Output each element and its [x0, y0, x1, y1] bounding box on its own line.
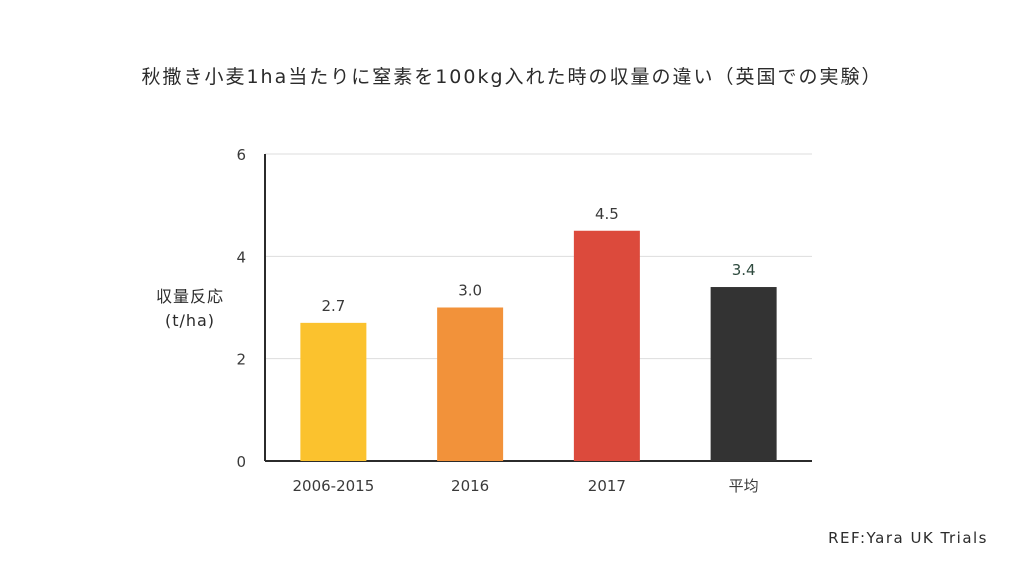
bar	[300, 322, 367, 461]
bar	[710, 287, 777, 461]
x-tick-label: 2017	[588, 477, 626, 495]
x-tick-label: 平均	[729, 477, 759, 495]
value-label: 4.5	[595, 205, 619, 223]
bar	[437, 307, 504, 461]
chart-title: 秋撒き小麦1ha当たりに窒素を100kg入れた時の収量の違い（英国での実験）	[141, 66, 883, 88]
y-axis-label: 収量反応 (t/ha)	[150, 285, 230, 333]
y-axis-label-line1: 収量反応	[155, 287, 224, 306]
y-tick-label: 6	[236, 146, 246, 164]
source-note: REF:Yara UK Trials	[828, 529, 988, 547]
x-tick-label: 2006-2015	[292, 477, 374, 495]
y-axis-label-line2: (t/ha)	[164, 311, 216, 330]
y-tick-label: 2	[236, 351, 246, 369]
value-label: 2.7	[321, 297, 345, 315]
y-tick-label: 0	[236, 453, 246, 471]
value-label: 3.0	[458, 282, 482, 300]
bar	[573, 230, 640, 461]
value-label: 3.4	[732, 261, 756, 279]
y-tick-label: 4	[236, 248, 246, 266]
x-tick-label: 2016	[451, 477, 489, 495]
